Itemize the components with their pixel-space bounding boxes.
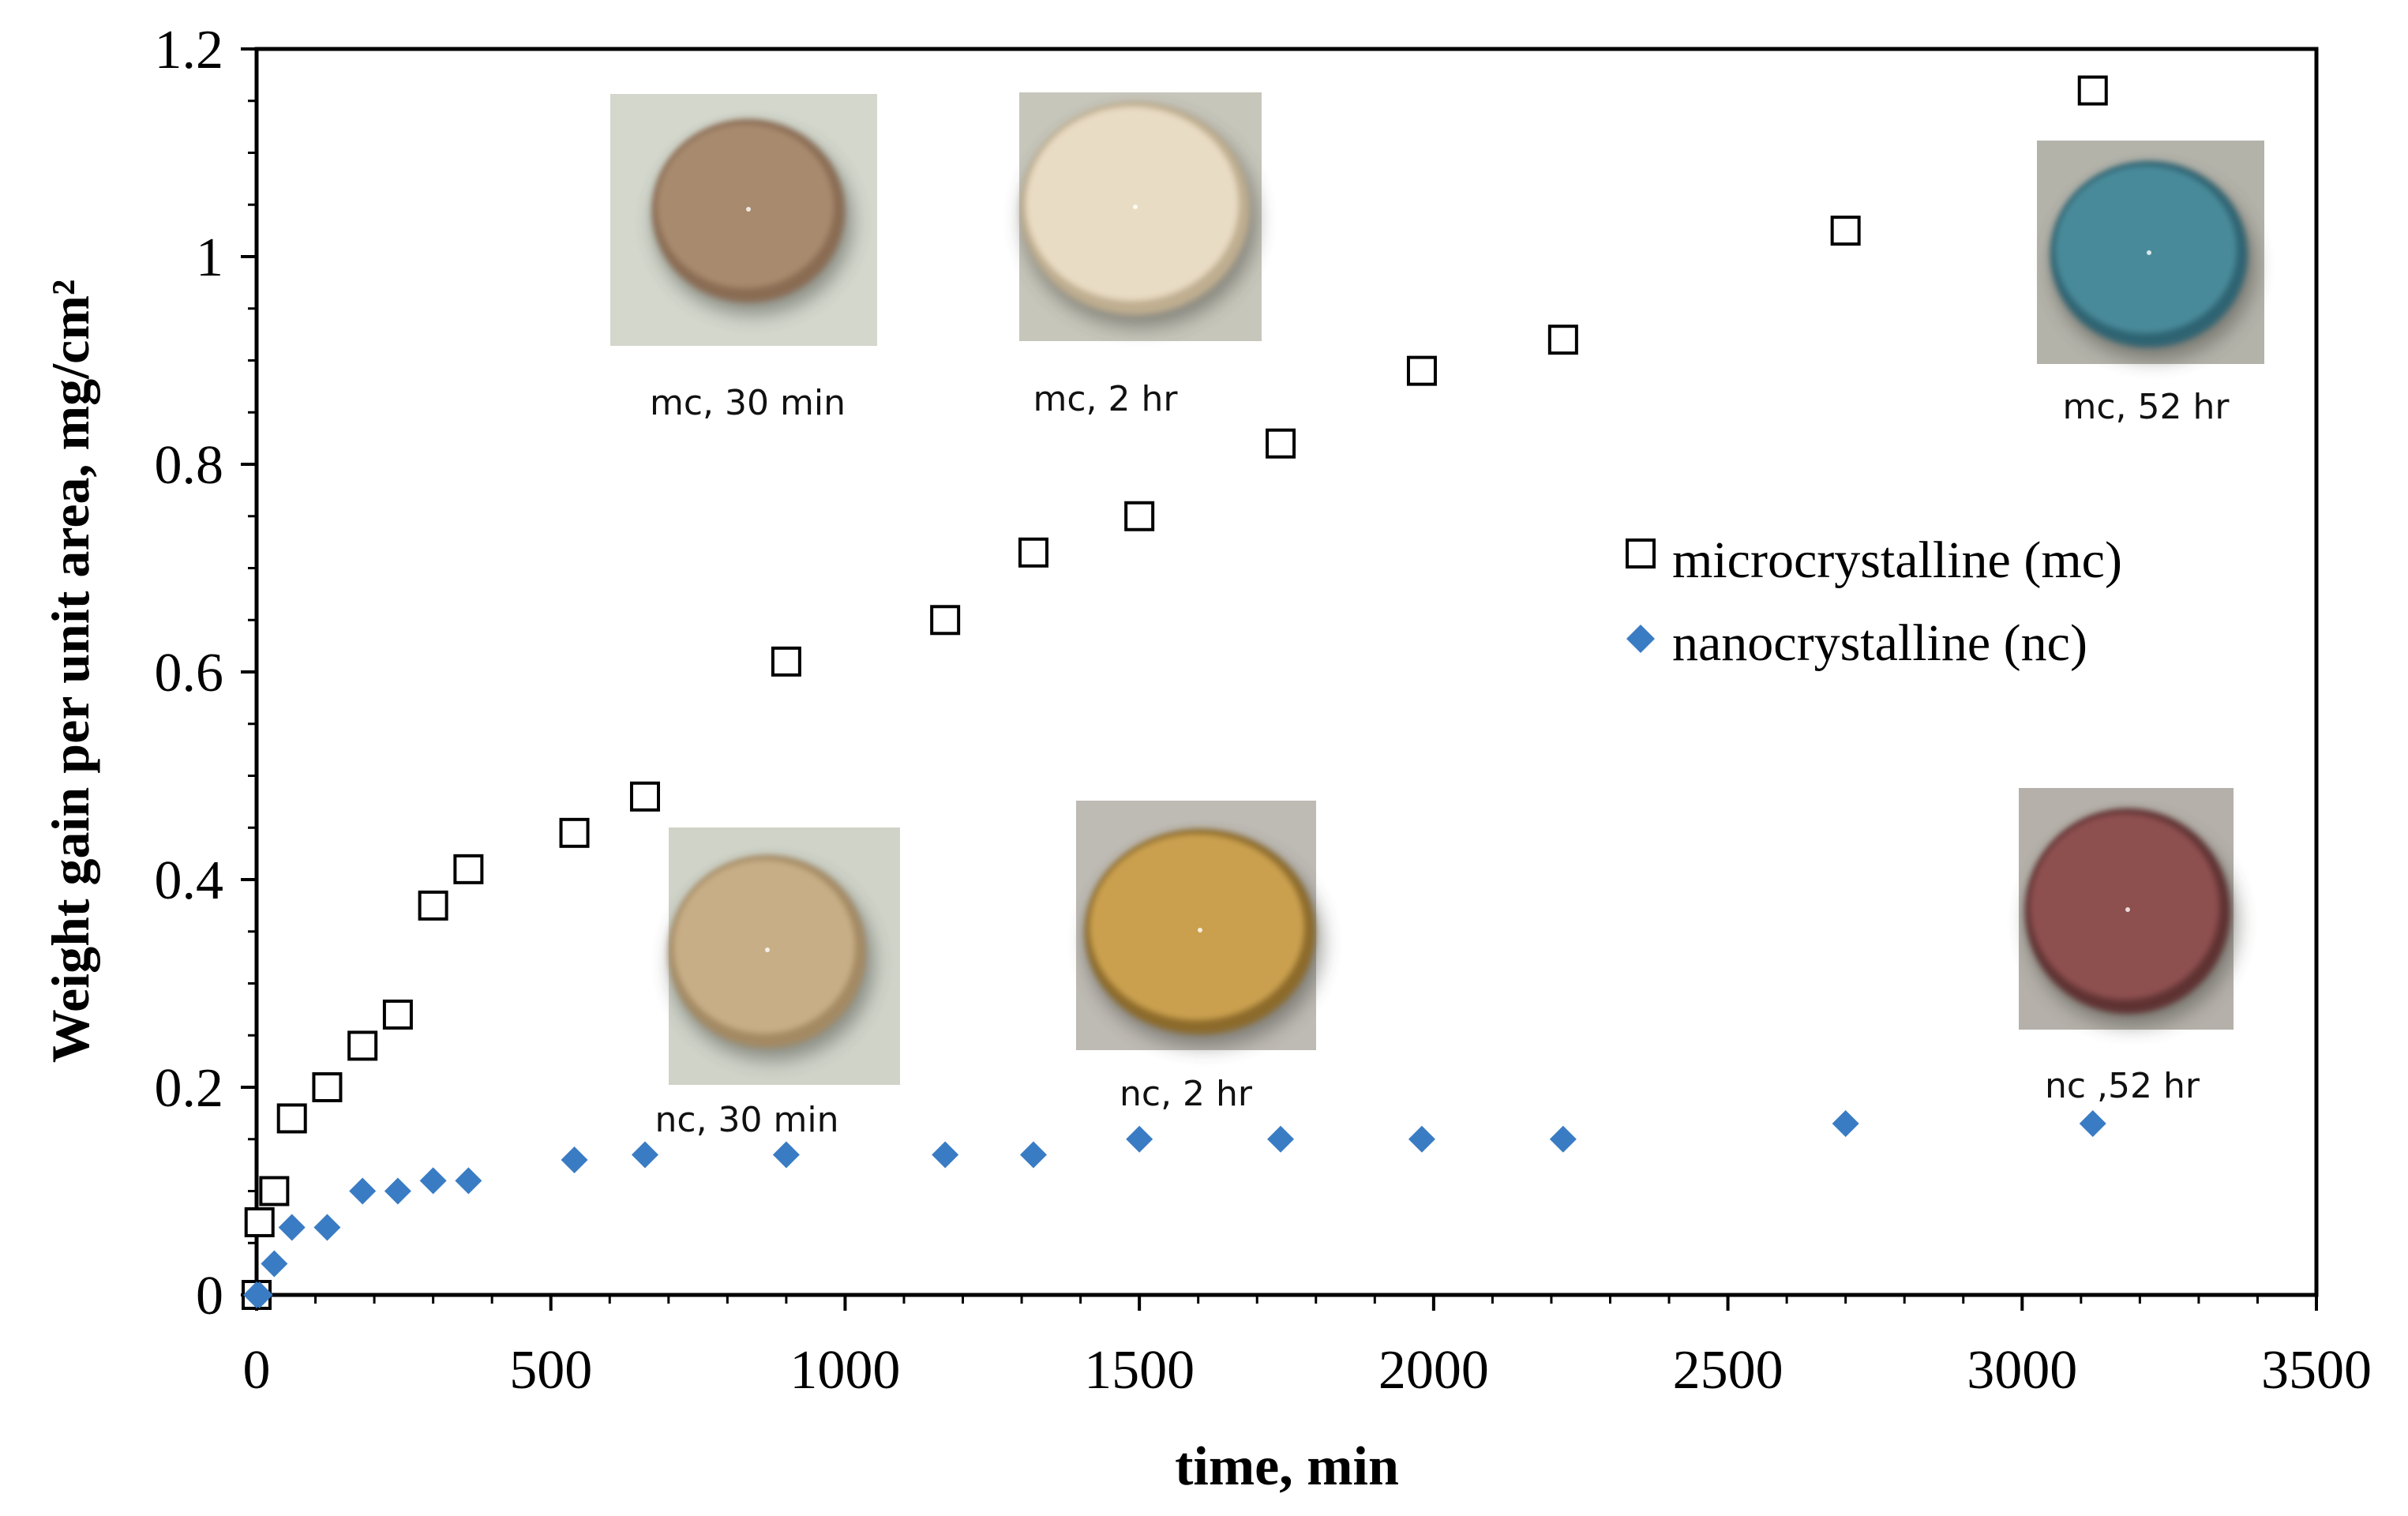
mc-point: [1830, 216, 1861, 246]
mc-point: [418, 890, 448, 921]
mc-point: [453, 854, 484, 884]
x-tick-label: 0: [243, 1340, 271, 1401]
sample-disc-highlight: [2147, 250, 2151, 255]
nc-point: [261, 1250, 288, 1278]
nc-point: [932, 1141, 959, 1169]
nc-point: [1549, 1125, 1577, 1153]
mc-point: [771, 646, 801, 677]
y-tick-label: 0.4: [155, 850, 224, 911]
nc-point: [561, 1146, 588, 1174]
photo-inset: nc ,52 hr: [2019, 788, 2238, 1106]
y-tick-label: 0.6: [155, 643, 224, 704]
nc-point: [631, 1141, 658, 1169]
photo-caption: nc, 2 hr: [1120, 1074, 1253, 1114]
nc-point: [419, 1167, 447, 1195]
mc-point: [1547, 325, 1578, 355]
y-tick-label: 0.8: [155, 435, 224, 496]
x-tick-label: 2000: [1378, 1340, 1489, 1401]
photo-caption: mc, 2 hr: [1033, 379, 1179, 419]
sample-disc-highlight: [1198, 928, 1202, 932]
nc-point: [349, 1177, 377, 1205]
photo-inset: mc, 30 min: [610, 94, 877, 423]
y-tick-label: 0: [196, 1266, 223, 1326]
mc-point: [244, 1206, 275, 1237]
legend-label-nc: nanocrystalline (nc): [1672, 614, 2087, 672]
nc-point: [1267, 1125, 1295, 1153]
x-axis-label: time, min: [1175, 1436, 1399, 1497]
nc-point: [772, 1141, 800, 1169]
mc-point: [347, 1030, 378, 1061]
y-tick-label: 1.2: [155, 20, 224, 81]
mc-point: [2077, 75, 2108, 106]
x-tick-label: 3500: [2261, 1340, 2372, 1401]
y-axis-label: Weight gain per unit area, mg/cm²: [40, 280, 100, 1064]
nc-point: [278, 1214, 306, 1241]
photo-insets: mc, 30 min mc, 2 hr mc, 52 hr nc, 30 min nc,…: [610, 92, 2264, 1140]
nc-point: [1126, 1125, 1153, 1153]
mc-point: [559, 817, 590, 848]
mc-point: [1124, 501, 1155, 531]
mc-point: [1018, 537, 1048, 568]
nc-point: [246, 1281, 273, 1308]
sample-disc-highlight: [1133, 205, 1138, 209]
photo-inset: nc, 30 min: [655, 827, 900, 1140]
nc-point: [2079, 1110, 2106, 1138]
nc-point: [1408, 1125, 1435, 1153]
legend-label-mc: microcrystalline (mc): [1672, 531, 2122, 589]
mc-point: [276, 1103, 307, 1134]
photo-caption: mc, 30 min: [650, 383, 846, 423]
legend-marker-mc: [1626, 538, 1656, 568]
sample-disc: [673, 860, 855, 1034]
photo-caption: nc ,52 hr: [2045, 1066, 2200, 1106]
x-axis: 0 500 1000 1500 2000 2500 3000 3500: [243, 1295, 2372, 1401]
nc-point: [384, 1177, 411, 1205]
photo-inset: mc, 2 hr: [1019, 92, 1262, 419]
photo-caption: mc, 52 hr: [2063, 387, 2230, 427]
x-tick-label: 500: [509, 1340, 592, 1401]
mc-point: [1266, 428, 1296, 459]
sample-disc-highlight: [765, 948, 770, 952]
sample-disc-highlight: [746, 207, 751, 212]
sample-disc: [2030, 813, 2219, 1000]
photo-inset: mc, 52 hr: [2037, 141, 2264, 427]
mc-point: [930, 605, 961, 636]
mc-point: [259, 1176, 290, 1206]
sample-disc: [657, 124, 834, 288]
y-axis: 0 0.2 0.4 0.6 0.8 1 1.2: [155, 20, 257, 1326]
nc-point: [1832, 1110, 1859, 1138]
data-markers: [242, 75, 2108, 1310]
nc-point: [1019, 1141, 1047, 1169]
mc-point: [629, 781, 660, 812]
nc-point: [455, 1167, 482, 1195]
mc-point: [382, 999, 413, 1030]
x-tick-label: 3000: [1967, 1340, 2077, 1401]
photo-caption: nc, 30 min: [655, 1100, 839, 1140]
sample-disc: [1026, 107, 1239, 301]
sample-disc: [1090, 834, 1304, 1020]
mc-point: [1406, 355, 1437, 386]
x-tick-label: 2500: [1673, 1340, 1783, 1401]
photo-inset: nc, 2 hr: [1076, 801, 1323, 1114]
nc-point: [313, 1214, 341, 1241]
y-tick-label: 0.2: [155, 1058, 224, 1119]
sample-disc: [2055, 166, 2237, 333]
plot-area: [254, 47, 2319, 1297]
x-tick-label: 1500: [1084, 1340, 1195, 1401]
x-tick-label: 1000: [790, 1340, 900, 1401]
y-tick-label: 1: [196, 227, 223, 288]
sample-disc-highlight: [2125, 907, 2130, 912]
legend-marker-nc: [1626, 625, 1655, 653]
mc-point: [312, 1072, 343, 1102]
legend: microcrystalline (mc) nanocrystalline (n…: [1626, 531, 2122, 672]
